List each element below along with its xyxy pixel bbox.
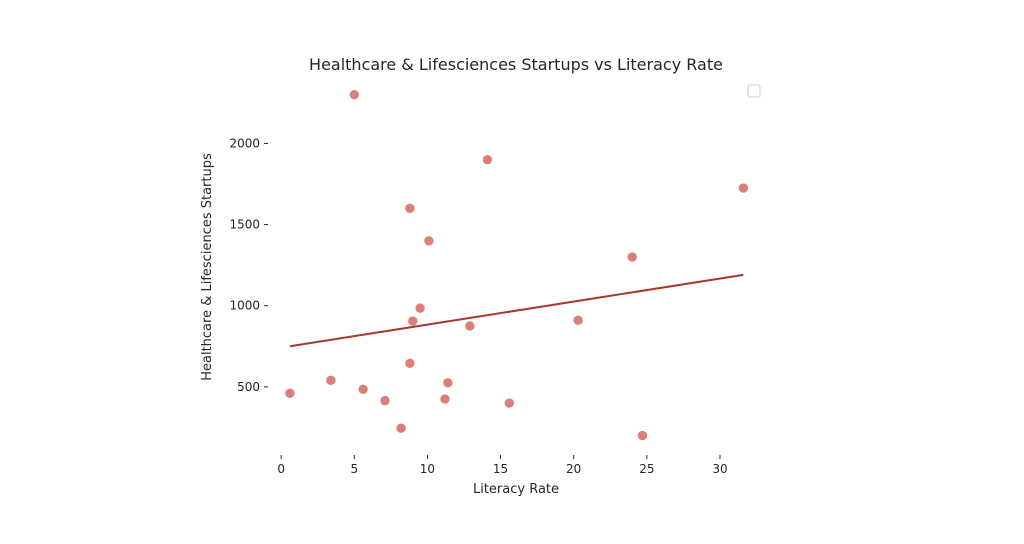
data-point: [572, 315, 584, 326]
y-axis-label: Healthcare & Lifesciences Startups: [200, 153, 215, 381]
x-axis-label: Literacy Rate: [473, 482, 559, 497]
data-point: [325, 375, 337, 386]
x-tick-label: 10: [420, 462, 435, 476]
chart-title: Healthcare & Lifesciences Startups vs Li…: [309, 55, 723, 74]
data-point: [404, 358, 416, 369]
data-point: [423, 235, 435, 247]
x-tick-label: 5: [350, 462, 358, 476]
y-tick-label: 2000: [229, 136, 260, 150]
data-point: [637, 430, 648, 441]
y-axis: 500 1000 1500 2000: [229, 136, 268, 394]
data-points: [284, 89, 749, 441]
x-tick-label: 25: [639, 462, 654, 476]
data-point: [379, 395, 391, 406]
x-axis: 0 5 10 15 20 25 30: [277, 455, 728, 476]
data-point: [404, 203, 416, 214]
legend-box: [747, 84, 761, 98]
data-point: [738, 182, 749, 194]
data-point: [395, 422, 407, 434]
y-tick-label: 1000: [229, 299, 260, 313]
trendline: [289, 273, 744, 348]
x-tick-label: 15: [493, 462, 508, 476]
data-point: [626, 251, 638, 263]
x-tick-label: 20: [566, 462, 581, 476]
data-point: [464, 320, 476, 332]
data-point: [357, 383, 369, 395]
y-tick-label: 1500: [229, 218, 260, 232]
data-point: [284, 388, 296, 399]
data-point: [442, 377, 454, 389]
data-point: [482, 154, 493, 165]
trendline-group: [289, 273, 744, 348]
data-point: [414, 302, 426, 314]
data-point: [348, 89, 360, 101]
data-point: [407, 315, 419, 327]
x-tick-label: 30: [712, 462, 727, 476]
y-tick-label: 500: [237, 380, 260, 394]
x-tick-label: 0: [277, 462, 285, 476]
data-point: [439, 393, 451, 405]
data-point: [504, 397, 515, 409]
